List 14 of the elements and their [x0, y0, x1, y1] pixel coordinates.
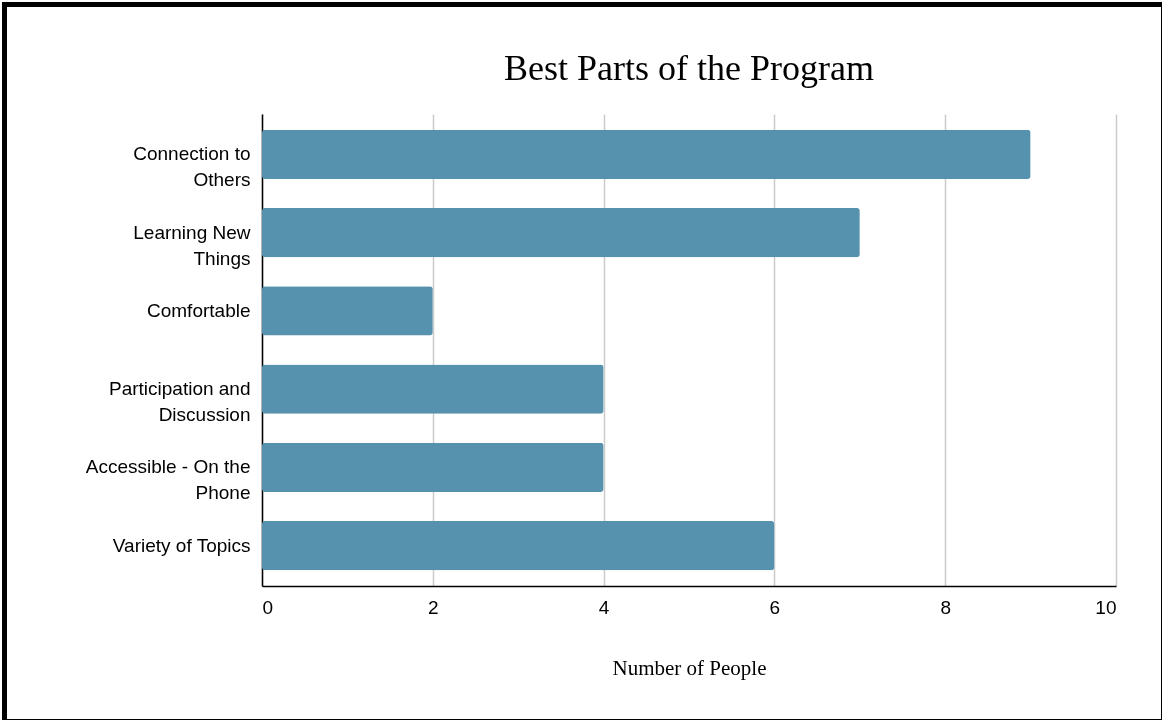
x-tick-label: 0	[262, 596, 274, 618]
x-tick-label: 4	[598, 596, 610, 618]
y-tick-label: Participation and Discussion	[108, 378, 251, 426]
x-tick-label: 8	[940, 596, 951, 618]
y-tick-label: Variety of Topics	[112, 534, 251, 556]
y-tick-label: Connection to Others	[133, 143, 251, 191]
x-tick-label: 6	[769, 596, 781, 618]
y-tick-label: Comfortable	[147, 299, 251, 321]
chart-title: Best Parts of the Program	[504, 48, 874, 88]
y-tick-label: Learning New Things	[133, 221, 251, 269]
x-axis-title: Number of People	[612, 655, 767, 680]
x-tick-label: 2	[428, 596, 439, 618]
x-tick-label: 10	[1095, 596, 1117, 618]
y-tick-label: Accessible - On the Phone	[85, 456, 251, 504]
